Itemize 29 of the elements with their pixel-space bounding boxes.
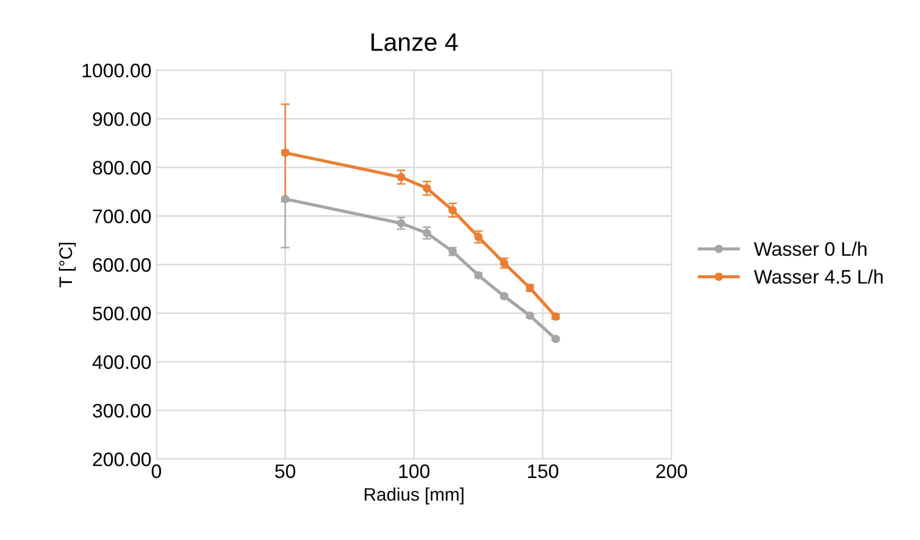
legend-label: Wasser 4.5 L/h (754, 269, 883, 284)
chart-title: Lanze 4 (372, 34, 458, 51)
point (281, 148, 290, 157)
x-tick-label: 150 (528, 464, 558, 478)
y-tick-label: 800.00 (92, 160, 151, 175)
legend-label: Wasser 0 L/h (754, 242, 866, 256)
point (422, 228, 432, 238)
y-tick-label: 400.00 (92, 355, 151, 370)
point (552, 334, 560, 344)
y-tick-label: 900.00 (92, 112, 151, 126)
x-tick-label: 200 (656, 464, 688, 478)
y-axis-title: T [°C] (58, 242, 76, 288)
x-tick-label: 0 (152, 464, 162, 478)
y-tick-label: 200.00 (93, 452, 151, 466)
y-tick-label: 300.00 (92, 404, 151, 418)
point (281, 194, 290, 204)
point (474, 232, 483, 242)
y-tick-label: 1000.00 (82, 64, 151, 78)
point (500, 292, 508, 300)
x-tick-label: 100 (399, 464, 430, 478)
point (448, 206, 457, 214)
x-tick-label: 50 (275, 464, 296, 478)
y-tick-label: 600.00 (93, 258, 151, 272)
point (422, 184, 432, 192)
point (396, 219, 406, 228)
y-tick-label: 500.00 (92, 306, 151, 320)
y-tick-label: 700.00 (93, 209, 151, 224)
point (396, 172, 406, 182)
x-axis-title: Radius [mm] (364, 488, 464, 504)
